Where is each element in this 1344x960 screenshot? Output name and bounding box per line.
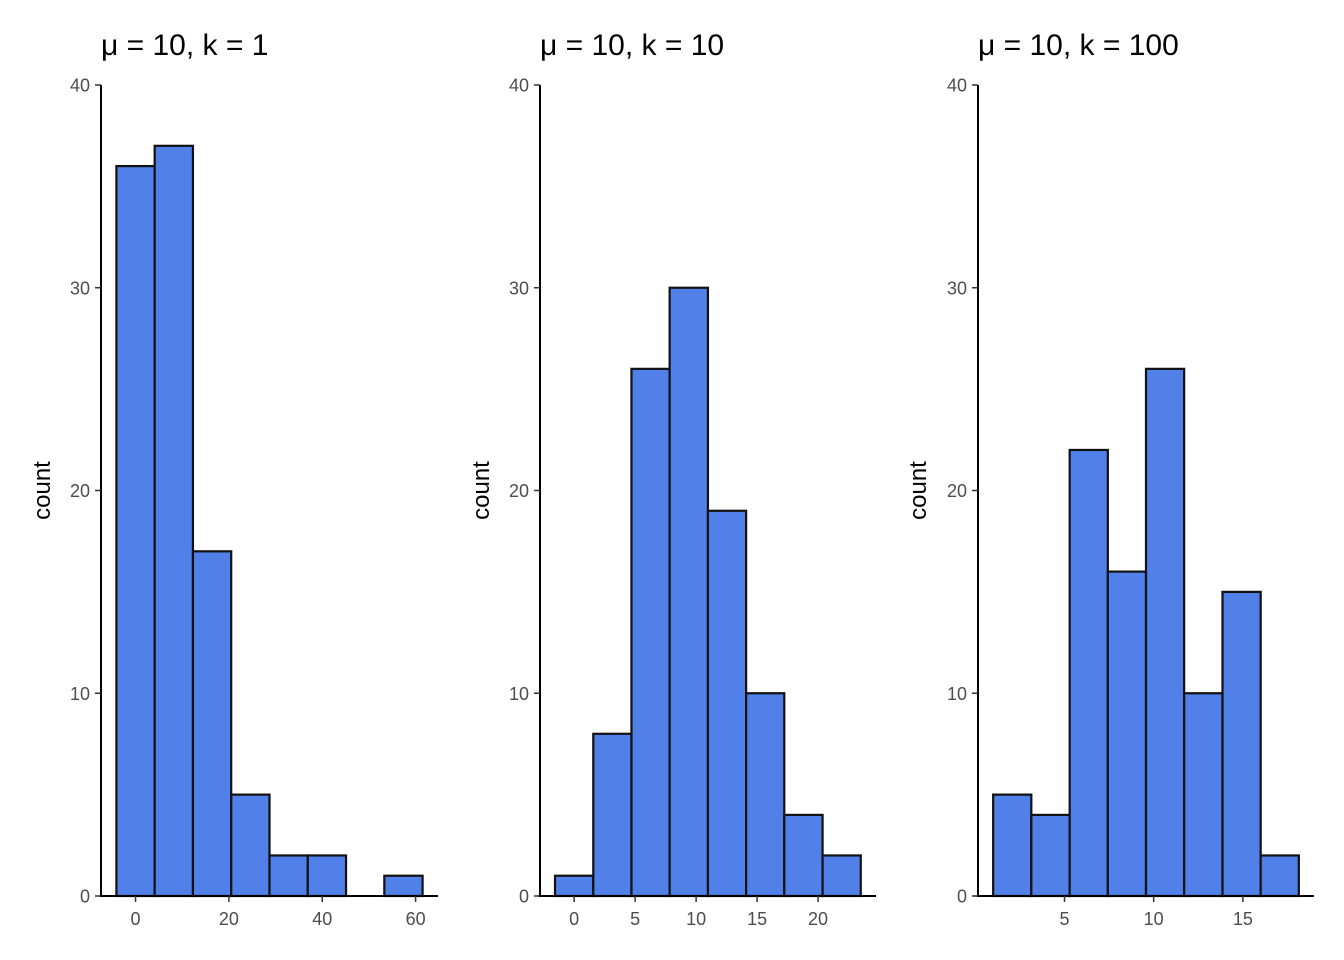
x-tick-label: 15 xyxy=(1233,909,1253,929)
y-tick-label: 10 xyxy=(947,684,967,704)
histogram-bar xyxy=(115,165,156,898)
histogram-bar xyxy=(1221,590,1262,898)
y-tick-label: 0 xyxy=(957,887,967,907)
y-tick-label: 20 xyxy=(947,481,967,501)
histogram-bar xyxy=(1030,813,1071,898)
histogram-bar xyxy=(783,813,824,898)
histogram-bar xyxy=(306,854,348,898)
x-tick-label: 5 xyxy=(630,909,640,929)
x-tick-label: 20 xyxy=(219,909,239,929)
histogram-bar xyxy=(383,874,424,898)
y-axis-label: count xyxy=(468,461,495,520)
histogram-bar xyxy=(630,367,671,898)
histogram-bar xyxy=(668,286,710,898)
histogram-bar xyxy=(1144,367,1186,898)
y-tick-label: 20 xyxy=(509,481,529,501)
x-tick-label: 20 xyxy=(808,909,828,929)
x-tick-label: 60 xyxy=(406,909,426,929)
y-axis-label: count xyxy=(905,461,932,520)
histogram-bar xyxy=(268,854,309,898)
histogram-bar xyxy=(821,854,862,898)
x-tick-label: 15 xyxy=(747,909,767,929)
histogram-bar xyxy=(230,793,271,898)
histogram-bar xyxy=(992,793,1033,898)
panel-title: μ = 10, k = 100 xyxy=(978,29,1179,62)
y-tick-label: 40 xyxy=(70,76,90,96)
histogram-bar xyxy=(1183,692,1224,898)
histogram-bar xyxy=(1106,570,1148,898)
x-tick-label: 0 xyxy=(131,909,141,929)
histogram-bar xyxy=(1068,448,1109,898)
y-axis-label: count xyxy=(29,461,56,520)
x-tick-label: 5 xyxy=(1059,909,1069,929)
histogram-bar xyxy=(553,874,595,898)
panel-1: μ = 10, k = 1 count 0 10 20 30 40 0 20 40 60 xyxy=(29,29,438,929)
histogram-bar xyxy=(592,732,633,898)
panel-2: μ = 10, k = 10 count 0 10 20 30 40 0 5 10 15 20 xyxy=(468,29,876,929)
y-tick-label: 40 xyxy=(947,76,967,96)
x-tick-label: 40 xyxy=(312,909,332,929)
y-tick-label: 10 xyxy=(70,684,90,704)
y-tick-label: 10 xyxy=(509,684,529,704)
panel-title: μ = 10, k = 1 xyxy=(101,29,268,62)
x-tick-label: 0 xyxy=(569,909,579,929)
y-tick-label: 40 xyxy=(509,76,529,96)
histogram-bar xyxy=(706,509,748,898)
histogram-bar xyxy=(1259,854,1300,898)
histogram-bar xyxy=(153,144,195,898)
x-tick-label: 10 xyxy=(1144,909,1164,929)
y-tick-label: 20 xyxy=(70,481,90,501)
histogram-bar xyxy=(191,550,233,898)
y-tick-label: 0 xyxy=(519,887,529,907)
y-tick-label: 30 xyxy=(947,278,967,298)
y-tick-label: 30 xyxy=(509,278,529,298)
panel-title: μ = 10, k = 10 xyxy=(540,29,724,62)
x-tick-label: 10 xyxy=(686,909,706,929)
y-tick-label: 0 xyxy=(80,887,90,907)
histogram-bar xyxy=(745,692,786,898)
panel-3: μ = 10, k = 100 count 0 10 20 30 40 5 10 15 xyxy=(905,29,1314,929)
y-tick-label: 30 xyxy=(70,278,90,298)
